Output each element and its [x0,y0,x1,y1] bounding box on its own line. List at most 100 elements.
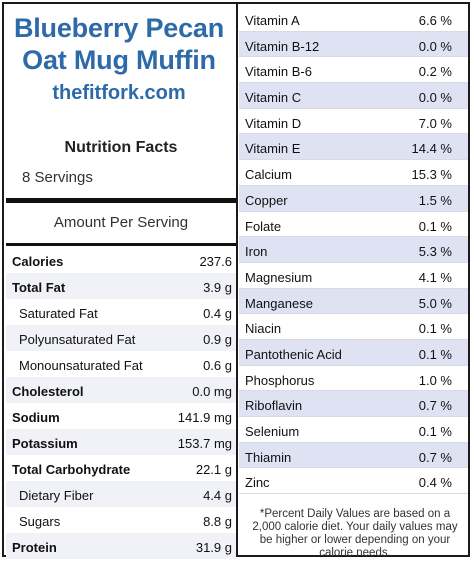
nutrient-label: Protein [12,540,57,555]
recipe-title-line1: Blueberry Pecan [13,13,225,43]
vitamin-value: 0.7 % [418,449,452,465]
left-column: Blueberry Pecan Oat Mug Muffin thefitfor… [6,6,236,559]
vitamin-value: 1.0 % [418,372,452,388]
nutrient-value: 141.9 mg [177,410,232,425]
nutrient-value: 4.4 g [203,488,232,503]
nutrient-row: Total Fat 3.9 g [6,273,236,299]
vitamin-value: 0.4 % [418,475,452,491]
vitamin-row: Pantothenic Acid 0.1 % [239,339,468,366]
recipe-title-line2: Oat Mug Muffin [22,45,216,75]
thick-divider [6,198,236,203]
nutrient-label: Saturated Fat [19,306,98,321]
vitamin-row: Vitamin B-6 0.2 % [239,57,468,84]
nutrient-row: Calories 237.6 [6,247,236,273]
nutrient-row: Potassium 153.7 mg [6,429,236,455]
recipe-title: Blueberry Pecan Oat Mug Muffin [6,12,232,76]
thin-divider [6,243,236,246]
vitamin-row: Iron 5.3 % [239,237,468,263]
nutrient-row: Total Carbohydrate 22.1 g [6,455,236,481]
column-divider [236,4,238,557]
vitamin-label: Vitamin A [245,13,300,28]
vitamin-value: 1.5 % [418,192,452,208]
nutrient-row: Protein 31.9 g [6,533,236,559]
vitamin-label: Copper [245,192,288,208]
vitamin-value: 0.0 % [418,38,452,54]
nutrient-value: 3.9 g [203,280,232,295]
vitamin-label: Vitamin E [245,141,301,157]
vitamin-row: Magnesium 4.1 % [239,262,468,289]
vitamin-row: Phosphorus 1.0 % [239,365,468,392]
vitamin-value: 0.0 % [418,90,452,106]
nutrient-row: Cholesterol 0.0 mg [6,377,236,403]
vitamin-label: Vitamin C [245,90,302,106]
vitamin-label: Phosphorus [245,372,315,388]
vitamin-value: 0.1 % [418,321,452,337]
vitamin-row: Vitamin C 0.0 % [239,83,468,109]
nutrient-value: 0.9 g [203,332,232,347]
nutrient-row: Sodium 141.9 mg [6,403,236,429]
vitamin-row: Riboflavin 0.7 % [239,391,468,417]
nutrient-label: Total Carbohydrate [12,462,131,477]
vitamin-value: 15.3 % [411,167,452,183]
vitamin-value: 5.0 % [418,295,452,311]
nutrient-label: Sodium [12,410,60,425]
nutrient-label: Monounsaturated Fat [19,358,143,373]
nutrient-value: 0.6 g [203,358,232,373]
vitamin-label: Magnesium [245,269,313,285]
vitamin-value: 0.7 % [418,398,452,414]
nutrient-label: Calories [12,254,64,269]
vitamin-label: Pantothenic Acid [245,346,342,362]
vitamin-label: Vitamin B-12 [245,38,320,54]
nutrient-label: Sugars [19,514,61,529]
vitamin-value: 14.4 % [411,141,452,157]
vitamin-mineral-table: Vitamin A 6.6 % Vitamin B-12 0.0 % Vitamin B… [239,6,468,495]
nutrient-value: 237.6 [199,254,232,269]
vitamin-row: Zinc 0.4 % [239,468,468,495]
nutrient-label: Dietary Fiber [19,488,94,503]
site-name: thefitfork.com [52,82,186,104]
vitamin-label: Selenium [245,424,300,439]
vitamin-label: Riboflavin [245,398,303,414]
vitamin-label: Vitamin D [245,115,302,131]
nutrient-label: Polyunsaturated Fat [19,332,136,347]
nutrient-label: Cholesterol [12,384,84,399]
vitamin-label: Manganese [245,295,313,311]
vitamin-value: 5.3 % [418,244,452,260]
nutrient-value: 22.1 g [195,462,232,477]
vitamin-row: Vitamin D 7.0 % [239,108,468,135]
nutrient-row: Monounsaturated Fat 0.6 g [6,351,236,377]
nutrient-row: Dietary Fiber 4.4 g [6,481,236,507]
nutrient-label: Potassium [12,436,78,451]
nutrient-label: Total Fat [12,280,66,295]
vitamin-label: Calcium [245,167,292,183]
right-column: Vitamin A 6.6 % Vitamin B-12 0.0 % Vitamin B… [239,6,468,559]
vitamin-row: Thiamin 0.7 % [239,442,468,469]
nutrient-value: 31.9 g [195,540,232,555]
nutrient-row: Polyunsaturated Fat 0.9 g [6,325,236,351]
vitamin-label: Niacin [245,321,282,337]
vitamin-label: Vitamin B-6 [245,64,312,80]
vitamin-row: Manganese 5.0 % [239,288,468,315]
nutrient-row: Sugars 8.8 g [6,507,236,533]
nutrient-value: 153.7 mg [177,436,232,451]
nutrient-value: 0.0 mg [192,384,232,399]
vitamin-value: 0.1 % [418,424,452,439]
vitamin-value: 4.1 % [418,269,452,285]
vitamin-row: Calcium 15.3 % [239,160,468,186]
vitamin-value: 6.6 % [418,13,452,28]
vitamin-value: 0.1 % [418,346,452,362]
servings-text: 8 Servings [22,169,93,186]
nutrient-table: Calories 237.6 Total Fat 3.9 g Saturated Fat… [6,247,236,559]
vitamin-row: Vitamin E 14.4 % [239,134,468,161]
vitamin-label: Zinc [245,475,270,491]
vitamin-row: Vitamin B-12 0.0 % [239,31,468,58]
nutrition-facts-heading: Nutrition Facts [64,139,178,156]
nutrient-row: Saturated Fat 0.4 g [6,299,236,325]
vitamin-row: Copper 1.5 % [239,185,468,212]
vitamin-row: Selenium 0.1 % [239,417,468,443]
nutrient-value: 0.4 g [203,306,232,321]
vitamin-value: 0.1 % [418,218,452,234]
vitamin-label: Iron [245,244,268,260]
vitamin-row: Folate 0.1 % [239,211,468,238]
nutrient-value: 8.8 g [203,514,232,529]
